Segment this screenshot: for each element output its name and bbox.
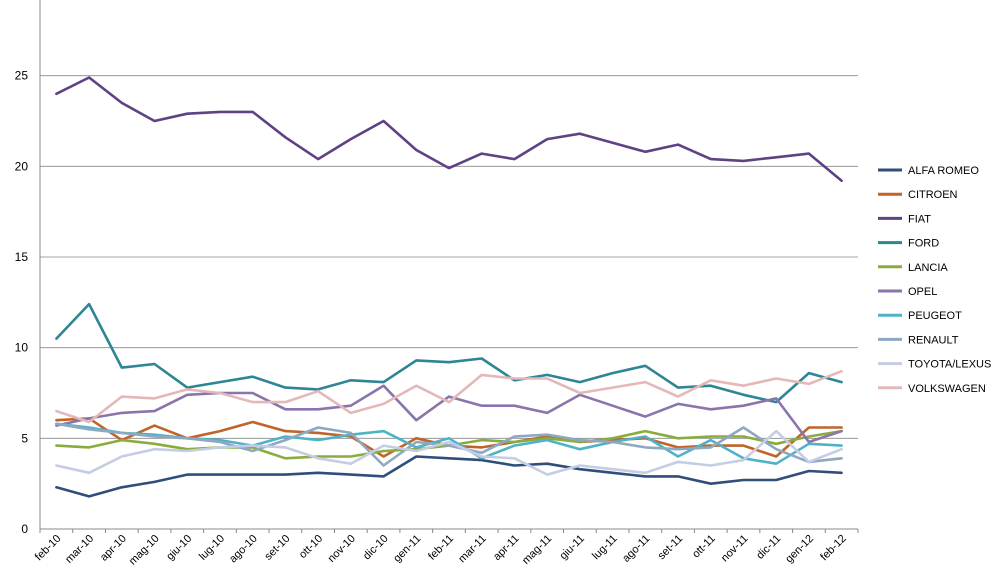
y-tick-label: 25 <box>15 69 29 83</box>
x-tick-label: dic-10 <box>361 533 391 563</box>
series-line-opel <box>55 384 843 444</box>
y-axis-ticks: 0 5 10 15 20 25 <box>15 69 29 536</box>
legend-label: TOYOTA/LEXUS <box>908 359 991 371</box>
series-lines <box>55 76 843 498</box>
legend-label: FIAT <box>908 213 931 225</box>
x-tick-label: ago-10 <box>227 533 260 566</box>
x-tick-label: lug-11 <box>590 533 620 563</box>
legend-label: OPEL <box>908 286 937 298</box>
legend-label: VOLKSWAGEN <box>908 383 986 395</box>
x-tick-label: ago-11 <box>620 533 652 565</box>
x-tick-label: apr-10 <box>98 533 129 564</box>
x-tick-label: dic-11 <box>754 533 783 562</box>
series-line-renault <box>55 422 843 467</box>
x-tick-label: set-11 <box>656 533 686 563</box>
y-tick-label: 20 <box>15 159 29 173</box>
y-tick-label: 5 <box>21 431 28 445</box>
y-tick-label: 0 <box>21 522 28 536</box>
legend-label: FORD <box>908 238 939 250</box>
y-tick-label: 15 <box>15 250 29 264</box>
x-tick-label: mar-10 <box>63 533 96 566</box>
legend-label: LANCIA <box>908 262 948 274</box>
x-tick-label: gen-11 <box>391 533 423 565</box>
x-tick-label: set-10 <box>262 533 292 563</box>
x-tick-label: feb-10 <box>33 533 64 564</box>
legend-label: ALFA ROMEO <box>908 165 979 177</box>
series-line-alfa-romeo <box>55 455 843 498</box>
x-tick-label: ott-11 <box>690 533 718 561</box>
series-line-volkswagen <box>55 369 843 424</box>
x-tick-label: mag-11 <box>520 533 554 567</box>
legend-label: CITROEN <box>908 189 958 201</box>
y-tick-label: 10 <box>15 341 29 355</box>
x-tick-label: nov-11 <box>719 533 751 565</box>
series-line-ford <box>55 302 843 404</box>
legend: ALFA ROMEO CITROEN FIAT FORD LANCIA OPEL PEUGE… <box>878 165 991 395</box>
x-tick-label: giu-10 <box>164 533 194 563</box>
x-tick-label: gen-12 <box>783 533 816 566</box>
x-tick-label: giu-11 <box>557 533 587 563</box>
x-tick-label: feb-11 <box>426 533 456 563</box>
x-tick-label: lug-10 <box>197 533 227 563</box>
x-tick-label: feb-12 <box>818 533 849 564</box>
x-tick-label: mag-10 <box>127 533 162 568</box>
legend-label: RENAULT <box>908 334 959 346</box>
x-tick-label: nov-10 <box>326 533 358 565</box>
series-line-toyota-lexus <box>55 429 843 476</box>
x-tick-label: mar-11 <box>456 533 489 566</box>
x-tick-label: ott-10 <box>297 533 325 561</box>
series-line-fiat <box>55 76 843 183</box>
legend-label: PEUGEOT <box>908 310 962 322</box>
x-tick-label: apr-11 <box>491 533 521 563</box>
